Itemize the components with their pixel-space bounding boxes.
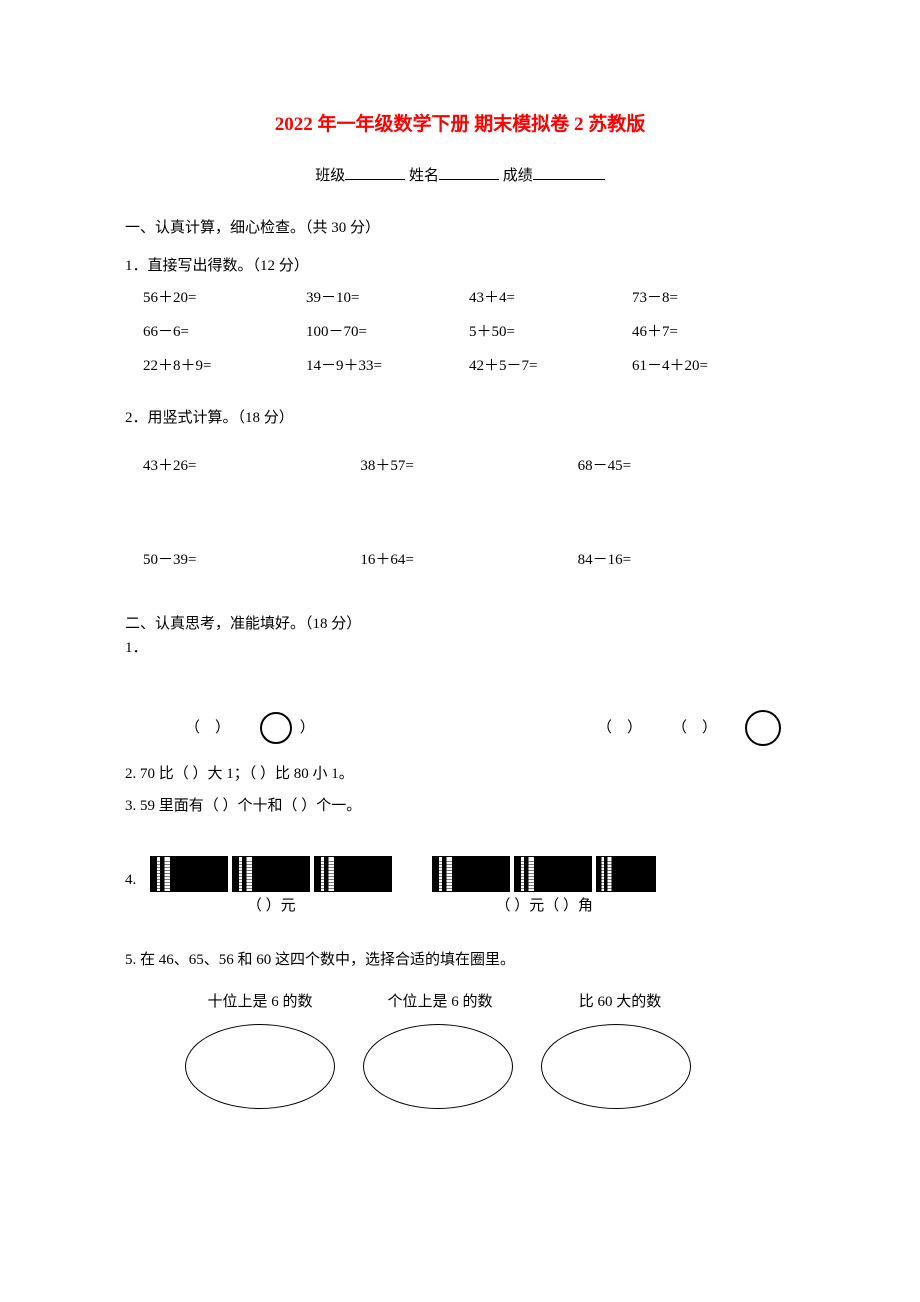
q2-5: 5. 在 46、65、56 和 60 这四个数中，选择合适的填在圈里。 bbox=[125, 948, 795, 972]
compare-circle[interactable] bbox=[260, 712, 292, 744]
score-label: 成绩 bbox=[503, 168, 533, 184]
eq-cell[interactable]: 50－39= bbox=[143, 548, 360, 572]
q1-1-heading: 1．直接写出得数。（12 分） bbox=[125, 254, 795, 278]
eq-cell[interactable]: 84－16= bbox=[578, 548, 795, 572]
q1-1-row-1: 56＋20= 39－10= 43＋4= 73－8= bbox=[143, 286, 795, 310]
eq-cell[interactable]: 38＋57= bbox=[360, 454, 577, 478]
name-label: 姓名 bbox=[409, 168, 439, 184]
q5-label-1: 十位上是 6 的数 bbox=[185, 990, 335, 1014]
eq-cell[interactable]: 43＋4= bbox=[469, 286, 632, 310]
q2-1-blanks: （ ） ） （ ） （ ） bbox=[145, 710, 795, 746]
bill-row bbox=[432, 856, 656, 892]
q2-3[interactable]: 3. 59 里面有（ ）个十和（ ）个一。 bbox=[125, 794, 795, 818]
eq-cell[interactable]: 61－4＋20= bbox=[632, 354, 795, 378]
money-bill-icon bbox=[314, 856, 392, 892]
eq-cell[interactable]: 39－10= bbox=[306, 286, 469, 310]
q2-4-wrap: 4. （ ）元 （ ）元（ ）角 bbox=[125, 848, 795, 918]
eq-cell[interactable]: 73－8= bbox=[632, 286, 795, 310]
compare-circle[interactable] bbox=[745, 710, 781, 746]
eq-cell[interactable]: 22＋8＋9= bbox=[143, 354, 306, 378]
money-bill-icon bbox=[596, 856, 656, 892]
money-group-right: （ ）元（ ）角 bbox=[432, 856, 656, 918]
q1-1-row-2: 66－6= 100－70= 5＋50= 46＋7= bbox=[143, 320, 795, 344]
eq-cell[interactable]: 5＋50= bbox=[469, 320, 632, 344]
eq-cell[interactable]: 46＋7= bbox=[632, 320, 795, 344]
q1-2-heading: 2．用竖式计算。（18 分） bbox=[125, 406, 795, 430]
eq-cell[interactable]: 66－6= bbox=[143, 320, 306, 344]
student-info-line: 班级 姓名 成绩 bbox=[125, 164, 795, 188]
name-blank[interactable] bbox=[439, 165, 499, 180]
answer-oval[interactable] bbox=[363, 1024, 513, 1109]
q2-2[interactable]: 2. 70 比（ ）大 1；（ ）比 80 小 1。 bbox=[125, 762, 795, 786]
paren-close: ） bbox=[296, 716, 315, 740]
doc-title: 2022 年一年级数学下册 期末模拟卷 2 苏教版 bbox=[125, 110, 795, 140]
money-bill-icon bbox=[514, 856, 592, 892]
eq-cell[interactable]: 43＋26= bbox=[143, 454, 360, 478]
eq-cell[interactable]: 42＋5－7= bbox=[469, 354, 632, 378]
eq-cell[interactable]: 16＋64= bbox=[360, 548, 577, 572]
money-bill-icon bbox=[232, 856, 310, 892]
eq-cell[interactable]: 56＋20= bbox=[143, 286, 306, 310]
score-blank[interactable] bbox=[533, 165, 605, 180]
paren-blank[interactable]: （ ） bbox=[672, 716, 717, 740]
q2-1-label: 1． bbox=[125, 636, 795, 660]
money-group-left: （ ）元 bbox=[150, 856, 392, 918]
money-groups: （ ）元 （ ）元（ ）角 bbox=[150, 856, 656, 918]
q1-1-row-3: 22＋8＋9= 14－9＋33= 42＋5－7= 61－4＋20= bbox=[143, 354, 795, 378]
money-bill-icon bbox=[150, 856, 228, 892]
q5-label-2: 个位上是 6 的数 bbox=[365, 990, 515, 1014]
class-label: 班级 bbox=[315, 168, 345, 184]
q2-4-label: 4. bbox=[125, 868, 136, 892]
eq-cell[interactable]: 100－70= bbox=[306, 320, 469, 344]
paren-blank[interactable]: （ ） bbox=[597, 716, 642, 740]
eq-cell[interactable]: 14－9＋33= bbox=[306, 354, 469, 378]
money-bill-icon bbox=[432, 856, 510, 892]
money-right-label[interactable]: （ ）元（ ）角 bbox=[432, 894, 656, 918]
bill-row bbox=[150, 856, 392, 892]
money-left-label[interactable]: （ ）元 bbox=[150, 894, 392, 918]
answer-oval[interactable] bbox=[185, 1024, 335, 1109]
section-1-heading: 一、认真计算，细心检查。（共 30 分） bbox=[125, 216, 795, 240]
class-blank[interactable] bbox=[345, 165, 405, 180]
eq-cell[interactable]: 68－45= bbox=[578, 454, 795, 478]
q1-2-row-1: 43＋26= 38＋57= 68－45= bbox=[143, 454, 795, 478]
q2-5-ovals bbox=[185, 1024, 795, 1109]
answer-oval[interactable] bbox=[541, 1024, 691, 1109]
q5-label-3: 比 60 大的数 bbox=[545, 990, 695, 1014]
q1-2-row-2: 50－39= 16＋64= 84－16= bbox=[143, 548, 795, 572]
paren-blank[interactable]: （ ） bbox=[185, 716, 230, 740]
q2-5-labels: 十位上是 6 的数 个位上是 6 的数 比 60 大的数 bbox=[185, 990, 795, 1014]
section-2-heading: 二、认真思考，准能填好。（18 分） bbox=[125, 612, 795, 636]
